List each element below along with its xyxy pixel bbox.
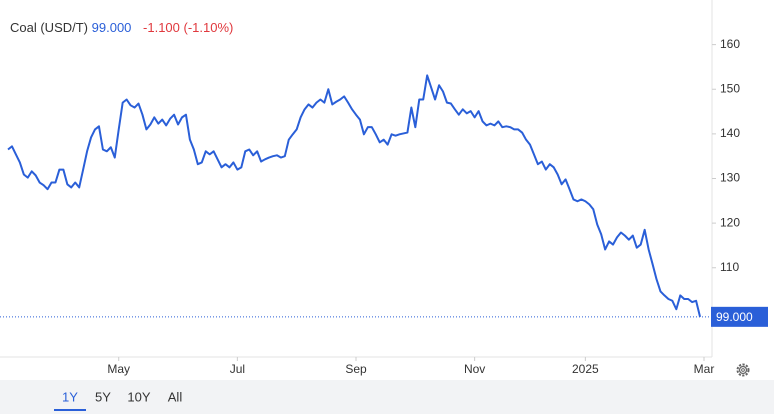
range-bar <box>0 380 774 414</box>
y-tick-label: 130 <box>720 171 740 185</box>
y-tick-label: 110 <box>720 260 739 274</box>
gear-hole <box>741 368 745 372</box>
y-tick-label: 120 <box>720 215 740 229</box>
range-button[interactable]: 1Y <box>62 389 78 404</box>
settings-icon[interactable] <box>736 363 750 377</box>
price-change: -1.100 (-1.10%) <box>143 20 233 35</box>
header: Coal (USD/T) 99.000 -1.100 (-1.10%) <box>10 20 233 35</box>
x-tick-label: Sep <box>345 362 367 376</box>
last-price: 99.000 <box>92 20 132 35</box>
last-value-label: 99.000 <box>716 310 753 324</box>
gear-teeth <box>736 363 750 377</box>
price-line <box>7 74 702 318</box>
range-button[interactable]: All <box>168 389 183 404</box>
range-button[interactable]: 5Y <box>95 389 111 404</box>
gear-body <box>738 365 748 375</box>
x-tick-label: 2025 <box>572 362 599 376</box>
range-selected-underline <box>54 409 86 411</box>
range-button[interactable]: 10Y <box>127 389 150 404</box>
x-tick-label: Jul <box>230 362 245 376</box>
y-tick-label: 150 <box>720 81 740 95</box>
last-value-box <box>711 306 768 327</box>
x-tick-label: Nov <box>464 362 485 376</box>
instrument-name: Coal (USD/T) <box>10 20 88 35</box>
y-tick-label: 140 <box>720 126 740 140</box>
x-tick-label: May <box>107 362 130 376</box>
x-tick-label: Mar <box>694 362 715 376</box>
y-tick-label: 160 <box>720 37 740 51</box>
